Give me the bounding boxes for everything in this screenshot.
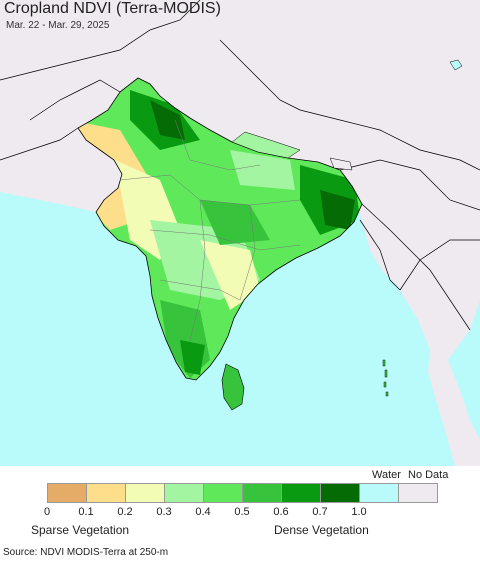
legend-nodata-label: No Data [408, 469, 449, 481]
legend-swatch [242, 483, 282, 503]
legend-color-bar [47, 483, 438, 503]
nodata-land-southeast [428, 350, 480, 466]
legend-tick-label: 0.5 [234, 506, 250, 518]
legend-swatch [281, 483, 321, 503]
legend-swatch [320, 483, 360, 503]
legend-sparse-label: Sparse Vegetation [31, 523, 130, 537]
legend-tick-label: 0.4 [195, 506, 211, 518]
legend-tick-label: 0.1 [78, 506, 94, 518]
island-marker [449, 59, 463, 71]
legend-water-label: Water [372, 469, 401, 481]
legend-swatch [398, 483, 438, 503]
legend-dense-label: Dense Vegetation [274, 523, 369, 537]
legend-swatch [359, 483, 399, 503]
map-title: Cropland NDVI (Terra-MODIS) [4, 0, 221, 17]
date-range: Mar. 22 - Mar. 29, 2025 [6, 20, 110, 31]
legend: Water No Data 0 0.1 0.2 0.3 0.4 0.5 0.6 0.7 1.0 … [0, 466, 480, 546]
legend-swatch [47, 483, 87, 503]
country-borders [0, 0, 480, 331]
ndvi-map [0, 0, 480, 466]
sri-lanka [221, 363, 245, 411]
source-note: Source: NDVI MODIS-Terra at 250-m [3, 547, 169, 558]
nepal-region [231, 131, 301, 159]
nodata-land-north [0, 0, 480, 360]
legend-tick-label: 0.6 [273, 506, 289, 518]
legend-tick-label: 1.0 [351, 506, 367, 518]
legend-swatch [86, 483, 126, 503]
legend-tick-label: 0.7 [312, 506, 328, 518]
legend-tick-label: 0 [43, 506, 51, 518]
bhutan-region [329, 157, 353, 171]
legend-swatch [164, 483, 204, 503]
legend-tick-label: 0.3 [156, 506, 172, 518]
andaman-islands [382, 359, 389, 397]
legend-swatch [203, 483, 243, 503]
state-borders [119, 119, 301, 341]
legend-swatch [125, 483, 165, 503]
legend-tick-label: 0.2 [117, 506, 133, 518]
